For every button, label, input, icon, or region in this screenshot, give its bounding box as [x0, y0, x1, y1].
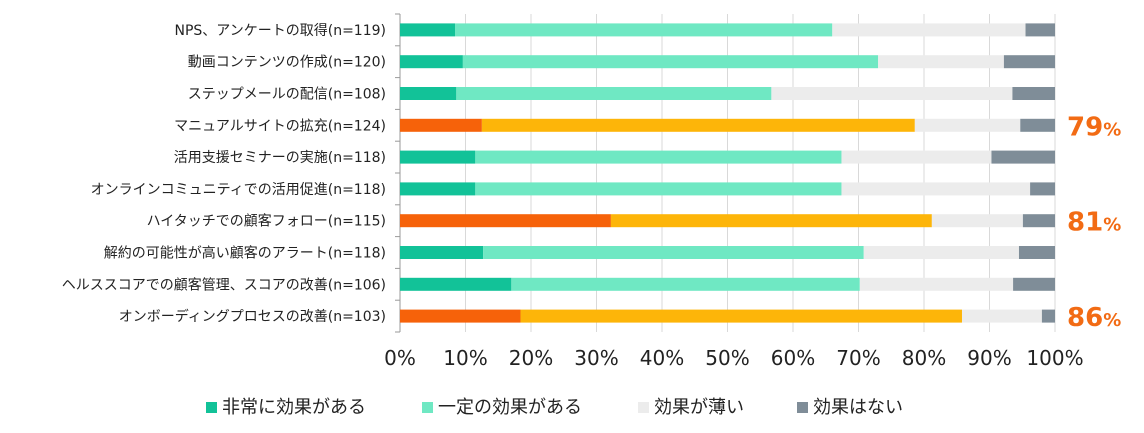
bar-segment [1020, 118, 1055, 132]
callout-value: 81 [1067, 208, 1103, 238]
callout-unit: % [1103, 215, 1121, 236]
callout-value: 79 [1067, 112, 1103, 142]
bar-segment [1022, 214, 1055, 228]
bar-segment [863, 246, 1019, 259]
x-tick-label: 20% [509, 346, 553, 370]
legend-label: 効果はない [813, 397, 903, 418]
category-label: ハイタッチでの顧客フォロー(n=115) [147, 213, 386, 230]
x-axis-ticks: 0% 10% 20% 30% 40% 50% 60% 70% 80% 90% 100% [384, 346, 1083, 370]
legend-label: 一定の効果がある [438, 397, 582, 418]
legend-swatch [422, 402, 433, 413]
bar-segment [511, 277, 860, 291]
category-label: 動画コンテンツの作成(n=120) [188, 55, 386, 71]
legend-swatch [206, 402, 217, 413]
bar-segment [1041, 309, 1055, 323]
legend-swatch [638, 402, 649, 413]
bar-segment [610, 214, 932, 228]
bar-segment [1030, 182, 1055, 196]
legend-label: 非常に効果がある [222, 397, 366, 418]
category-labels: NPS、アンケートの取得(n=119) 動画コンテンツの作成(n=120) ステップ… [62, 22, 386, 325]
bar-segment [400, 214, 611, 228]
bar-segment [841, 150, 992, 164]
category-label: ステップメールの配信(n=108) [188, 87, 386, 103]
category-label: ヘルススコアでの顧客管理、スコアの改善(n=106) [62, 276, 386, 293]
bar-segment [400, 309, 521, 323]
category-label: 解約の可能性が高い顧客のアラート(n=118) [104, 245, 386, 262]
callout-unit: % [1103, 310, 1121, 331]
legend-swatch [797, 402, 808, 413]
x-tick-label: 90% [967, 346, 1011, 370]
bar-segment [400, 118, 482, 132]
x-tick-label: 30% [574, 346, 618, 370]
bar-segment [878, 55, 1004, 69]
bar-segment [455, 23, 833, 37]
bar-segment [483, 246, 864, 259]
callout-label: 86% [1067, 303, 1121, 333]
category-label: オンラインコミュニティでの活用促進(n=118) [91, 182, 386, 198]
bar-segment [400, 55, 463, 69]
bar-segment [400, 246, 484, 259]
category-label: マニュアルサイトの拡充(n=124) [174, 118, 386, 134]
bar-segment [400, 277, 512, 291]
bar-segment [520, 309, 962, 323]
bar-segment [1025, 23, 1055, 37]
bar-segment [859, 277, 1014, 291]
category-label: 活用支援セミナーの実施(n=118) [174, 150, 386, 166]
x-tick-label: 10% [443, 346, 487, 370]
bar-segment [1003, 55, 1055, 69]
bar-segment [961, 309, 1042, 323]
callout-label: 79% [1067, 112, 1121, 142]
bar-segment [832, 23, 1026, 37]
callout-value: 86 [1067, 303, 1103, 333]
x-tick-label: 0% [384, 346, 416, 370]
bar-segment [771, 87, 1013, 100]
bar-segment [914, 118, 1021, 132]
bar-segment [400, 23, 456, 37]
bar-segment [991, 150, 1055, 164]
legend-label: 効果が薄い [654, 397, 744, 418]
bars [400, 23, 1055, 323]
x-tick-label: 100% [1026, 346, 1083, 370]
legend: 非常に効果がある 一定の効果がある 効果が薄い 効果はない [206, 397, 903, 418]
bar-segment [841, 182, 1031, 196]
x-tick-label: 40% [640, 346, 684, 370]
bar-segment [462, 55, 879, 69]
category-label: NPS、アンケートの取得(n=119) [175, 22, 387, 39]
x-tick-label: 50% [705, 346, 749, 370]
callout-unit: % [1103, 119, 1121, 140]
bar-segment [1013, 277, 1055, 291]
bar-segment [400, 150, 476, 164]
bar-segment [1012, 87, 1055, 100]
x-tick-label: 70% [836, 346, 880, 370]
category-label: オンボーディングプロセスの改善(n=103) [119, 308, 386, 325]
bar-segment [1018, 246, 1055, 259]
bar-segment [475, 150, 842, 164]
bar-segment [456, 87, 772, 100]
bar-segment [400, 182, 476, 196]
bar-segment [475, 182, 842, 196]
x-tick-label: 60% [771, 346, 815, 370]
callout-label: 81% [1067, 208, 1121, 238]
bar-segment [400, 87, 457, 100]
bar-segment [481, 118, 915, 132]
callouts: 79%81%86% [1067, 112, 1121, 333]
bar-segment [931, 214, 1023, 228]
x-tick-label: 80% [902, 346, 946, 370]
